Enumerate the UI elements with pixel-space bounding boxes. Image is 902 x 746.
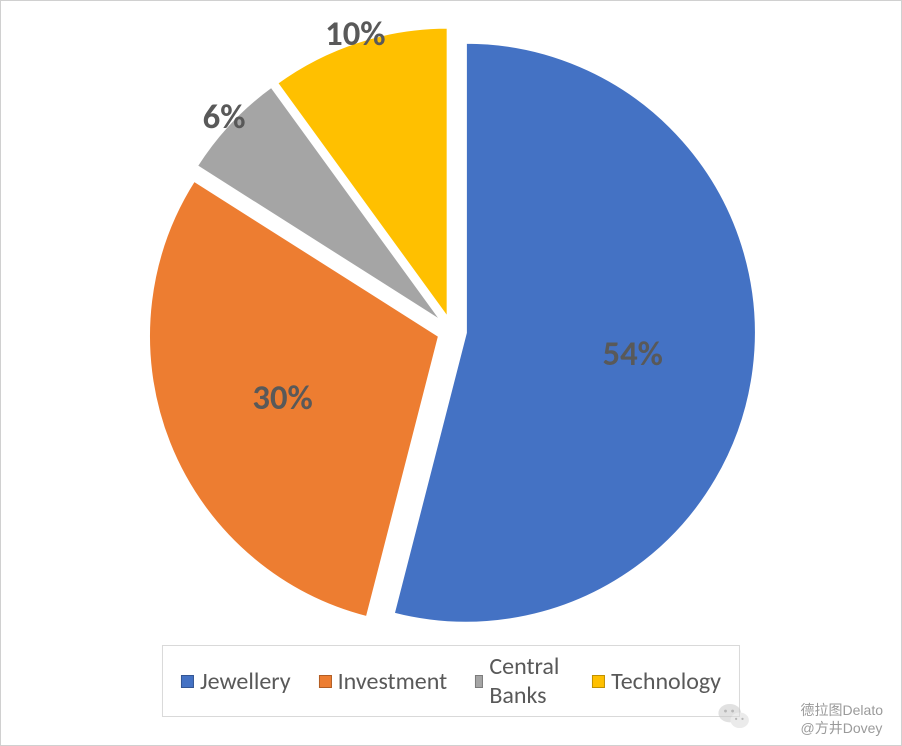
watermark-line1: 德拉图Delato <box>801 702 883 720</box>
slice-label-jewellery: 54% <box>603 333 663 375</box>
legend-label: Central Banks <box>489 652 564 710</box>
legend: Jewellery Investment Central Banks Technolo… <box>162 645 740 717</box>
watermark: 德拉图Delato @方井Dovey <box>801 702 883 737</box>
legend-swatch <box>475 675 483 688</box>
pie-chart: 54% 30% 6% 10% <box>1 1 902 661</box>
slice-label-technology: 10% <box>325 13 385 55</box>
legend-swatch <box>181 675 194 688</box>
legend-swatch <box>592 675 605 688</box>
pie-chart-container: 54% 30% 6% 10% Jewellery Investment Central B… <box>0 0 902 746</box>
legend-label: Investment <box>338 667 448 696</box>
legend-item-jewellery: Jewellery <box>181 667 291 696</box>
legend-swatch <box>319 675 332 688</box>
slice-label-investment: 30% <box>252 377 312 419</box>
watermark-line2: @方井Dovey <box>801 720 883 738</box>
legend-label: Technology <box>611 667 721 696</box>
wechat-icon <box>717 699 751 733</box>
legend-item-investment: Investment <box>319 667 448 696</box>
legend-item-central-banks: Central Banks <box>475 652 564 710</box>
pie-svg <box>1 1 902 661</box>
legend-item-technology: Technology <box>592 667 721 696</box>
legend-label: Jewellery <box>200 667 291 696</box>
slice-label-central-banks: 6% <box>203 96 246 138</box>
